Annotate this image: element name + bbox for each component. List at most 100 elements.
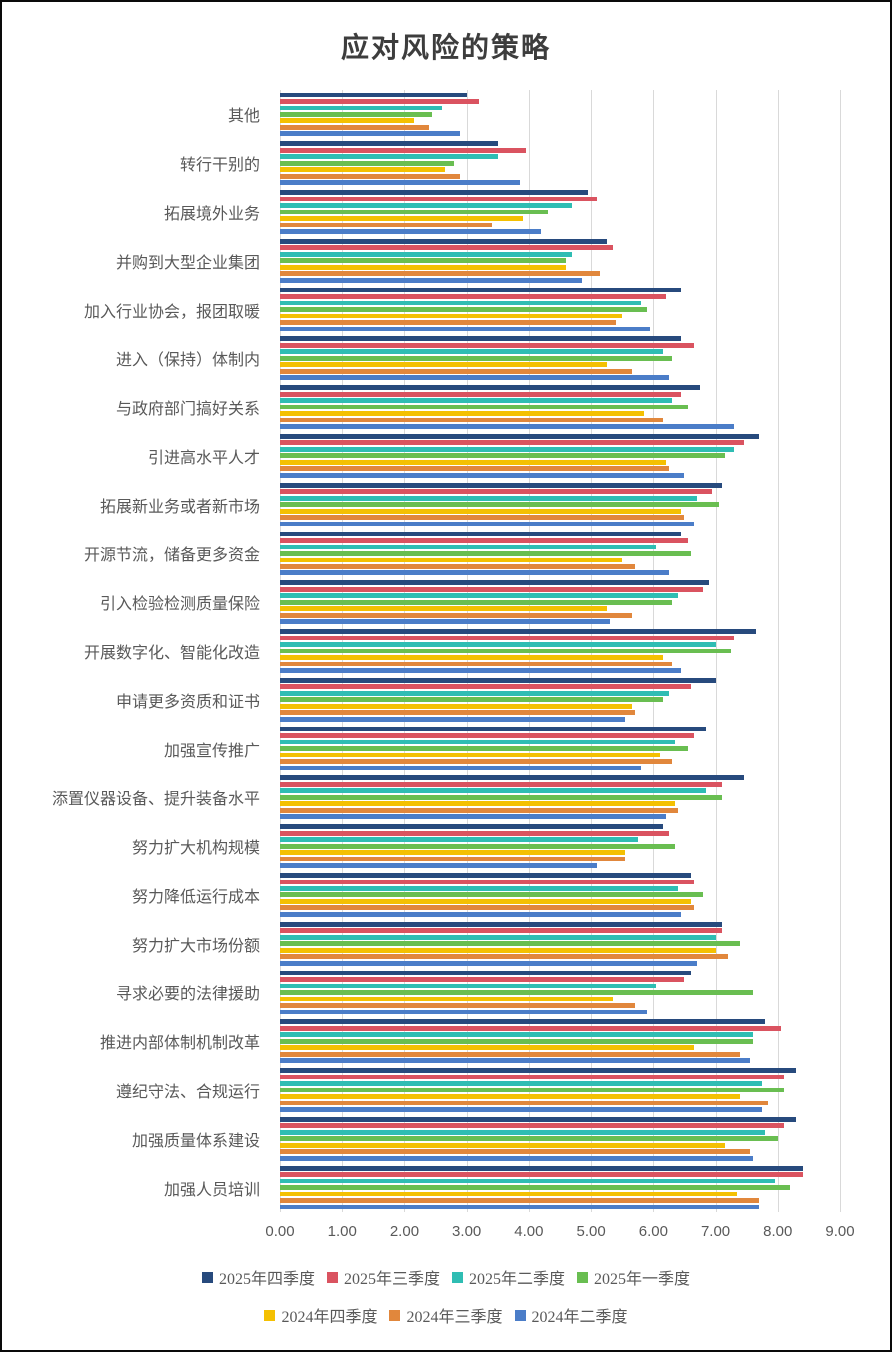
- bar-2025年二季度: [280, 642, 716, 647]
- bar-2025年一季度: [280, 746, 688, 751]
- bar-2025年一季度: [280, 1185, 791, 1190]
- bar-2024年二季度: [280, 716, 626, 722]
- legend-item: 2024年三季度: [389, 1303, 503, 1327]
- bar-2025年二季度: [280, 1032, 753, 1038]
- bar-2025年三季度: [280, 781, 722, 787]
- x-axis: 0.00 1.00 2.00 3.00 4.00 5.00 6.00 7.00 8.00 9.00: [265, 1223, 854, 1245]
- bar-2025年一季度: [280, 941, 741, 947]
- bar-2024年四季度: [280, 1191, 738, 1197]
- bar-2024年四季度: [280, 655, 663, 660]
- bar-2025年三季度: [280, 147, 526, 153]
- bar-2025年三季度: [280, 196, 598, 202]
- bar-2025年二季度: [280, 544, 657, 550]
- bar-2025年二季度: [280, 886, 679, 891]
- legend-label: 2025年四季度: [218, 1271, 315, 1288]
- category-label: 开源节流，储备更多资金: [83, 547, 260, 565]
- x-tick-label: 2.00: [389, 1223, 420, 1240]
- category-label: 申请更多资质和证书: [115, 693, 260, 711]
- bar-2024年三季度: [280, 173, 461, 179]
- bar-2025年四季度: [280, 336, 682, 342]
- bar-2024年二季度: [280, 570, 669, 576]
- bar-2024年二季度: [280, 375, 669, 381]
- bar-group: [280, 90, 840, 139]
- category-label: 其他: [227, 108, 260, 126]
- bar-2024年三季度: [280, 563, 635, 569]
- legend-swatch-icon: [326, 1271, 338, 1283]
- legend-row: 2024年四季度 2024年三季度 2024年二季度: [258, 1303, 633, 1327]
- bar-2025年三季度: [280, 1123, 784, 1129]
- bar-2025年一季度: [280, 404, 688, 410]
- bar-2025年二季度: [280, 739, 676, 745]
- bar-2024年三季度: [280, 905, 694, 911]
- bar-2024年四季度: [280, 411, 644, 416]
- legend-label: 2025年三季度: [343, 1271, 440, 1288]
- bar-group: [280, 1066, 840, 1115]
- bar-2024年四季度: [280, 606, 607, 612]
- category-label: 引入检验检测质量保险: [99, 596, 260, 614]
- bar-2025年四季度: [280, 726, 707, 732]
- bar-2024年三季度: [280, 124, 430, 130]
- bar-2024年四季度: [280, 362, 607, 368]
- bar-2024年二季度: [280, 1155, 753, 1161]
- bar-2024年四季度: [280, 996, 613, 1002]
- legend-item: 2025年一季度: [577, 1265, 690, 1289]
- bar-group: [280, 675, 840, 724]
- legend: 2025年四季度 2025年三季度 2025年二季度 2025年一季度 2024年四季度…: [2, 1265, 890, 1327]
- bar-2025年四季度: [280, 434, 760, 439]
- gridline: [840, 90, 841, 1212]
- bar-2024年二季度: [280, 326, 651, 332]
- bar-2025年一季度: [280, 355, 672, 361]
- bar-group: [280, 139, 840, 188]
- legend-swatch-icon: [514, 1309, 526, 1321]
- bar-2024年三季度: [280, 466, 669, 472]
- legend-swatch-icon: [201, 1271, 213, 1283]
- bar-2024年三季度: [280, 1003, 635, 1008]
- category-label: 进入（保持）体制内: [115, 352, 260, 370]
- bar-2024年四季度: [280, 947, 716, 953]
- bar-2025年三季度: [280, 1074, 784, 1080]
- bar-2025年三季度: [280, 977, 685, 982]
- legend-row: 2025年四季度 2025年三季度 2025年二季度 2025年一季度: [196, 1265, 696, 1289]
- category-label: 转行干别的: [179, 157, 260, 175]
- bar-2025年二季度: [280, 837, 638, 843]
- legend-item: 2024年四季度: [264, 1303, 377, 1327]
- legend-label: 2025年二季度: [469, 1271, 566, 1288]
- bar-2025年二季度: [280, 495, 697, 501]
- category-label: 寻求必要的法律援助: [115, 986, 260, 1004]
- bar-2024年四季度: [280, 703, 632, 709]
- plot-area: [280, 90, 841, 1212]
- bar-2025年一季度: [280, 1038, 753, 1044]
- bar-2024年二季度: [280, 472, 685, 478]
- bar-2025年三季度: [280, 245, 613, 251]
- category-axis: 其他 转行干别的 拓展境外业务 并购到大型企业集团 加入行业协会，报团取暖 进入（保持）体…: [2, 90, 270, 1212]
- bar-2024年三季度: [280, 856, 626, 862]
- bar-2024年二季度: [280, 131, 461, 137]
- bar-group: [280, 1114, 840, 1163]
- bar-2024年二季度: [280, 765, 641, 771]
- bar-2025年二季度: [280, 690, 669, 696]
- bar-2024年三季度: [280, 954, 728, 960]
- chart-title: 应对风险的策略: [340, 33, 551, 64]
- bar-2025年四季度: [280, 775, 744, 781]
- bar-2025年二季度: [280, 983, 657, 989]
- bar-2024年四季度: [280, 118, 414, 124]
- bar-2024年三季度: [280, 1198, 760, 1203]
- bar-2025年二季度: [280, 105, 442, 111]
- x-tick-label: 3.00: [452, 1223, 482, 1240]
- bar-2025年三季度: [280, 830, 669, 836]
- bar-2024年三季度: [280, 759, 672, 764]
- bar-2024年二季度: [280, 1009, 648, 1015]
- bar-2025年三季度: [280, 586, 704, 592]
- bar-2025年二季度: [280, 1129, 766, 1135]
- bar-2024年三季度: [280, 222, 492, 228]
- bar-2024年二季度: [280, 619, 610, 625]
- legend-item: 2025年二季度: [452, 1265, 565, 1289]
- gridline: [777, 90, 779, 1212]
- bar-group: [280, 822, 840, 871]
- bar-2025年二季度: [280, 349, 663, 355]
- bar-2024年四季度: [280, 801, 676, 807]
- bar-2024年二季度: [280, 424, 735, 429]
- bar-2025年三季度: [280, 684, 691, 690]
- bar-2024年二季度: [280, 1107, 763, 1112]
- category-label: 加强宣传推广: [163, 742, 260, 760]
